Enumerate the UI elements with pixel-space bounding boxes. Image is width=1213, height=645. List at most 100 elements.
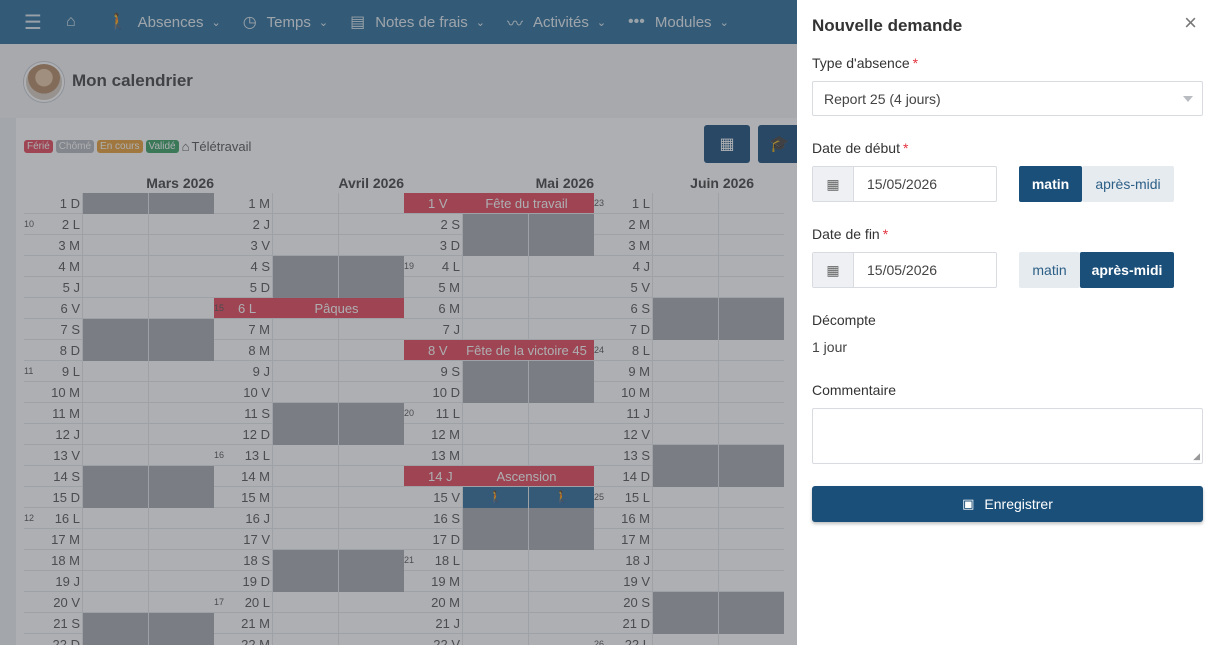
morning-cell[interactable] bbox=[82, 486, 148, 508]
resize-handle-icon[interactable]: ◢ bbox=[1193, 451, 1200, 461]
morning-cell[interactable] bbox=[82, 381, 148, 403]
calendar-day-row[interactable]: 12 M bbox=[404, 423, 594, 445]
nav-activites[interactable]: 〰 Activités ⌄ bbox=[507, 10, 606, 34]
calendar-day-row[interactable]: 21 S bbox=[24, 612, 214, 634]
morning-cell[interactable] bbox=[82, 444, 148, 466]
morning-cell[interactable] bbox=[82, 255, 148, 277]
morning-cell[interactable] bbox=[652, 234, 718, 256]
afternoon-cell[interactable] bbox=[718, 192, 784, 214]
calendar-day-row[interactable]: 15 V 🚶 🚶 bbox=[404, 486, 594, 508]
morning-cell[interactable] bbox=[272, 549, 338, 571]
morning-cell[interactable] bbox=[82, 213, 148, 235]
afternoon-cell[interactable] bbox=[528, 234, 594, 256]
afternoon-cell[interactable] bbox=[338, 486, 404, 508]
morning-cell[interactable] bbox=[652, 381, 718, 403]
calendar-day-row[interactable]: 7 D bbox=[594, 318, 784, 340]
afternoon-cell[interactable] bbox=[338, 213, 404, 235]
calendar-day-row[interactable]: 21 18 L bbox=[404, 549, 594, 571]
morning-cell[interactable] bbox=[272, 612, 338, 634]
morning-cell[interactable] bbox=[652, 402, 718, 424]
morning-cell[interactable] bbox=[652, 444, 718, 466]
morning-cell[interactable] bbox=[462, 297, 528, 319]
afternoon-cell[interactable] bbox=[718, 633, 784, 645]
calendar-day-row[interactable]: 8 D bbox=[24, 339, 214, 361]
calendar-day-row[interactable]: 18 M bbox=[24, 549, 214, 571]
morning-cell[interactable] bbox=[82, 339, 148, 361]
calendar-day-row[interactable]: 2 M bbox=[594, 213, 784, 235]
afternoon-cell[interactable] bbox=[338, 612, 404, 634]
morning-cell[interactable] bbox=[652, 360, 718, 382]
morning-cell[interactable] bbox=[272, 255, 338, 277]
morning-cell[interactable] bbox=[272, 570, 338, 592]
afternoon-cell[interactable] bbox=[338, 192, 404, 214]
morning-cell[interactable] bbox=[82, 633, 148, 645]
calendar-day-row[interactable]: 17 M bbox=[594, 528, 784, 550]
save-button[interactable]: ▣ Enregistrer bbox=[812, 486, 1203, 522]
morning-cell[interactable] bbox=[82, 423, 148, 445]
calendar-day-row[interactable]: 21 D bbox=[594, 612, 784, 634]
calendar-day-row[interactable]: 16 J bbox=[214, 507, 404, 529]
afternoon-cell[interactable] bbox=[528, 318, 594, 340]
morning-cell[interactable] bbox=[652, 465, 718, 487]
afternoon-cell[interactable] bbox=[148, 570, 214, 592]
afternoon-cell[interactable] bbox=[338, 276, 404, 298]
calendar-day-row[interactable]: 15 D bbox=[24, 486, 214, 508]
calendar-day-row[interactable]: 8 V Fête de la victoire 45 bbox=[404, 340, 594, 361]
nav-temps[interactable]: ◷ Temps ⌄ bbox=[243, 12, 328, 32]
end-apres-midi-button[interactable]: après-midi bbox=[1080, 252, 1174, 288]
morning-cell[interactable] bbox=[82, 318, 148, 340]
morning-cell[interactable] bbox=[272, 444, 338, 466]
morning-cell[interactable] bbox=[82, 402, 148, 424]
morning-cell[interactable] bbox=[462, 633, 528, 645]
afternoon-cell[interactable] bbox=[148, 192, 214, 214]
afternoon-cell[interactable] bbox=[338, 255, 404, 277]
calendar-day-row[interactable]: 19 M bbox=[404, 570, 594, 592]
afternoon-cell[interactable] bbox=[718, 234, 784, 256]
morning-cell[interactable] bbox=[462, 612, 528, 634]
calendar-day-row[interactable]: 22 V bbox=[404, 633, 594, 645]
morning-cell[interactable] bbox=[272, 339, 338, 361]
calendar-day-row[interactable]: 21 M bbox=[214, 612, 404, 634]
calendar-day-row[interactable]: 26 22 L bbox=[594, 633, 784, 645]
afternoon-cell[interactable] bbox=[148, 444, 214, 466]
morning-cell[interactable] bbox=[462, 213, 528, 235]
afternoon-cell[interactable] bbox=[718, 486, 784, 508]
afternoon-cell[interactable] bbox=[148, 486, 214, 508]
nav-notes-de-frais[interactable]: ▤ Notes de frais ⌄ bbox=[350, 12, 485, 32]
morning-cell[interactable] bbox=[272, 486, 338, 508]
afternoon-cell[interactable] bbox=[338, 528, 404, 550]
morning-cell[interactable] bbox=[652, 612, 718, 634]
nav-home[interactable]: ⌂ bbox=[66, 13, 86, 31]
morning-cell[interactable] bbox=[652, 192, 718, 214]
morning-cell[interactable] bbox=[652, 507, 718, 529]
calendar-day-row[interactable]: 12 D bbox=[214, 423, 404, 445]
afternoon-cell[interactable] bbox=[148, 339, 214, 361]
menu-icon[interactable]: ☰ bbox=[24, 11, 42, 34]
calendar-day-row[interactable]: 24 8 L bbox=[594, 339, 784, 361]
morning-cell[interactable] bbox=[82, 528, 148, 550]
morning-cell[interactable] bbox=[272, 213, 338, 235]
nav-absences[interactable]: 🚶 Absences ⌄ bbox=[108, 12, 221, 32]
calendar-day-row[interactable]: 19 D bbox=[214, 570, 404, 592]
morning-cell[interactable] bbox=[82, 570, 148, 592]
calendar-day-row[interactable]: 19 J bbox=[24, 570, 214, 592]
afternoon-cell[interactable] bbox=[718, 381, 784, 403]
morning-cell[interactable] bbox=[652, 591, 718, 613]
start-matin-button[interactable]: matin bbox=[1019, 166, 1082, 202]
avatar[interactable] bbox=[24, 62, 64, 102]
afternoon-cell[interactable] bbox=[148, 234, 214, 256]
morning-cell[interactable] bbox=[82, 192, 148, 214]
afternoon-cell[interactable] bbox=[718, 444, 784, 466]
morning-cell[interactable] bbox=[272, 633, 338, 645]
calendar-day-row[interactable]: 3 D bbox=[404, 234, 594, 256]
calendar-day-row[interactable]: 10 D bbox=[404, 381, 594, 403]
afternoon-cell[interactable] bbox=[528, 360, 594, 382]
end-date-field[interactable]: ▦ 15/05/2026 bbox=[812, 252, 997, 288]
morning-cell[interactable] bbox=[462, 255, 528, 277]
calendar-day-row[interactable]: 20 M bbox=[404, 591, 594, 613]
morning-cell[interactable] bbox=[82, 234, 148, 256]
afternoon-cell[interactable] bbox=[718, 423, 784, 445]
afternoon-cell[interactable] bbox=[718, 276, 784, 298]
afternoon-cell[interactable] bbox=[338, 570, 404, 592]
calendar-day-row[interactable]: 11 M bbox=[24, 402, 214, 424]
